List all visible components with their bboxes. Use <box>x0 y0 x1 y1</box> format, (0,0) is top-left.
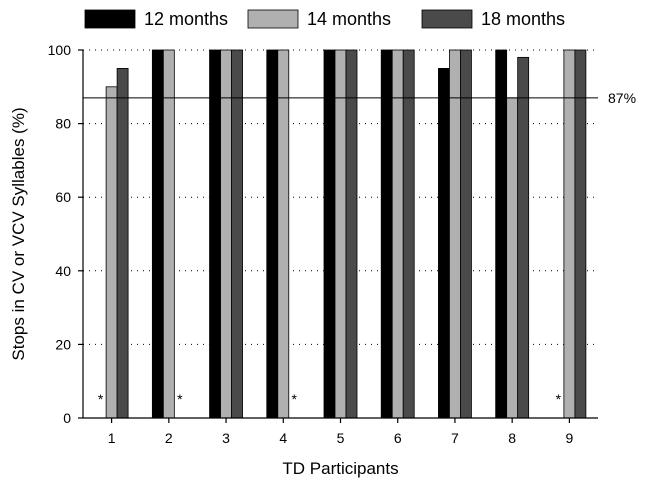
bar-p8-s3 <box>517 56 530 419</box>
y-tick-label-80: 80 <box>55 116 71 132</box>
reference-line-group: 87% <box>83 90 636 106</box>
missing-marker-2: * <box>177 391 183 407</box>
bars <box>105 49 587 419</box>
bar-p5-s2 <box>334 49 347 419</box>
bar-p1-s3 <box>116 68 129 419</box>
bar-p4-s1 <box>266 49 279 419</box>
bar-p2-s2 <box>162 49 175 419</box>
bar-p7-s3 <box>460 49 472 419</box>
x-axis-label: TD Participants <box>282 459 398 478</box>
missing-marker-3: * <box>292 391 298 407</box>
reference-line-label: 87% <box>608 90 636 106</box>
y-tick-label-0: 0 <box>63 410 71 426</box>
bar-p5-s1 <box>323 49 336 419</box>
bar-p4-s2 <box>277 49 290 419</box>
legend-swatch-2 <box>247 9 299 29</box>
bar-p7-s1 <box>438 68 450 419</box>
legend-label-1: 12 months <box>144 9 228 29</box>
y-tick-label-60: 60 <box>55 189 71 205</box>
x-tick-label-5: 5 <box>337 430 345 446</box>
bar-p6-s3 <box>402 49 415 419</box>
bar-p8-s2 <box>506 97 519 419</box>
y-tick-label-100: 100 <box>48 42 72 58</box>
missing-marker-1: * <box>98 391 104 407</box>
legend-swatch-1 <box>84 9 136 29</box>
y-axis-label: Stops in CV or VCV Syllables (%) <box>9 107 28 360</box>
legend-swatch-3 <box>421 9 473 29</box>
bar-p9-s2 <box>563 49 576 419</box>
x-tick-label-6: 6 <box>394 430 402 446</box>
bar-p2-s1 <box>151 49 164 419</box>
missing-marker-4: * <box>556 391 562 407</box>
bar-p3-s3 <box>231 49 243 419</box>
bar-p9-s3 <box>574 49 587 419</box>
legend-label-3: 18 months <box>481 9 565 29</box>
bar-p5-s3 <box>345 49 358 419</box>
x-tick-label-3: 3 <box>222 430 230 446</box>
x-tick-label-7: 7 <box>451 430 459 446</box>
bar-p3-s2 <box>220 49 232 419</box>
missing-markers: * * * * <box>98 391 562 407</box>
y-tick-label-20: 20 <box>55 336 71 352</box>
x-tick-label-4: 4 <box>279 430 287 446</box>
x-tick-label-1: 1 <box>108 430 116 446</box>
y-tick-label-40: 40 <box>55 263 71 279</box>
x-tick-label-8: 8 <box>508 430 516 446</box>
bar-p8-s1 <box>495 49 508 419</box>
legend-label-2: 14 months <box>307 9 391 29</box>
x-tick-label-9: 9 <box>565 430 573 446</box>
tick-labels: 0 20 40 60 80 100 1 2 3 4 5 6 7 8 9 <box>48 42 574 446</box>
bar-p7-s2 <box>449 49 461 419</box>
legend: 12 months 14 months 18 months <box>84 9 565 29</box>
bar-p6-s2 <box>391 49 404 419</box>
x-tick-label-2: 2 <box>165 430 173 446</box>
bar-p6-s1 <box>380 49 393 419</box>
bar-p3-s1 <box>209 49 221 419</box>
bar-p1-s2 <box>105 86 118 419</box>
